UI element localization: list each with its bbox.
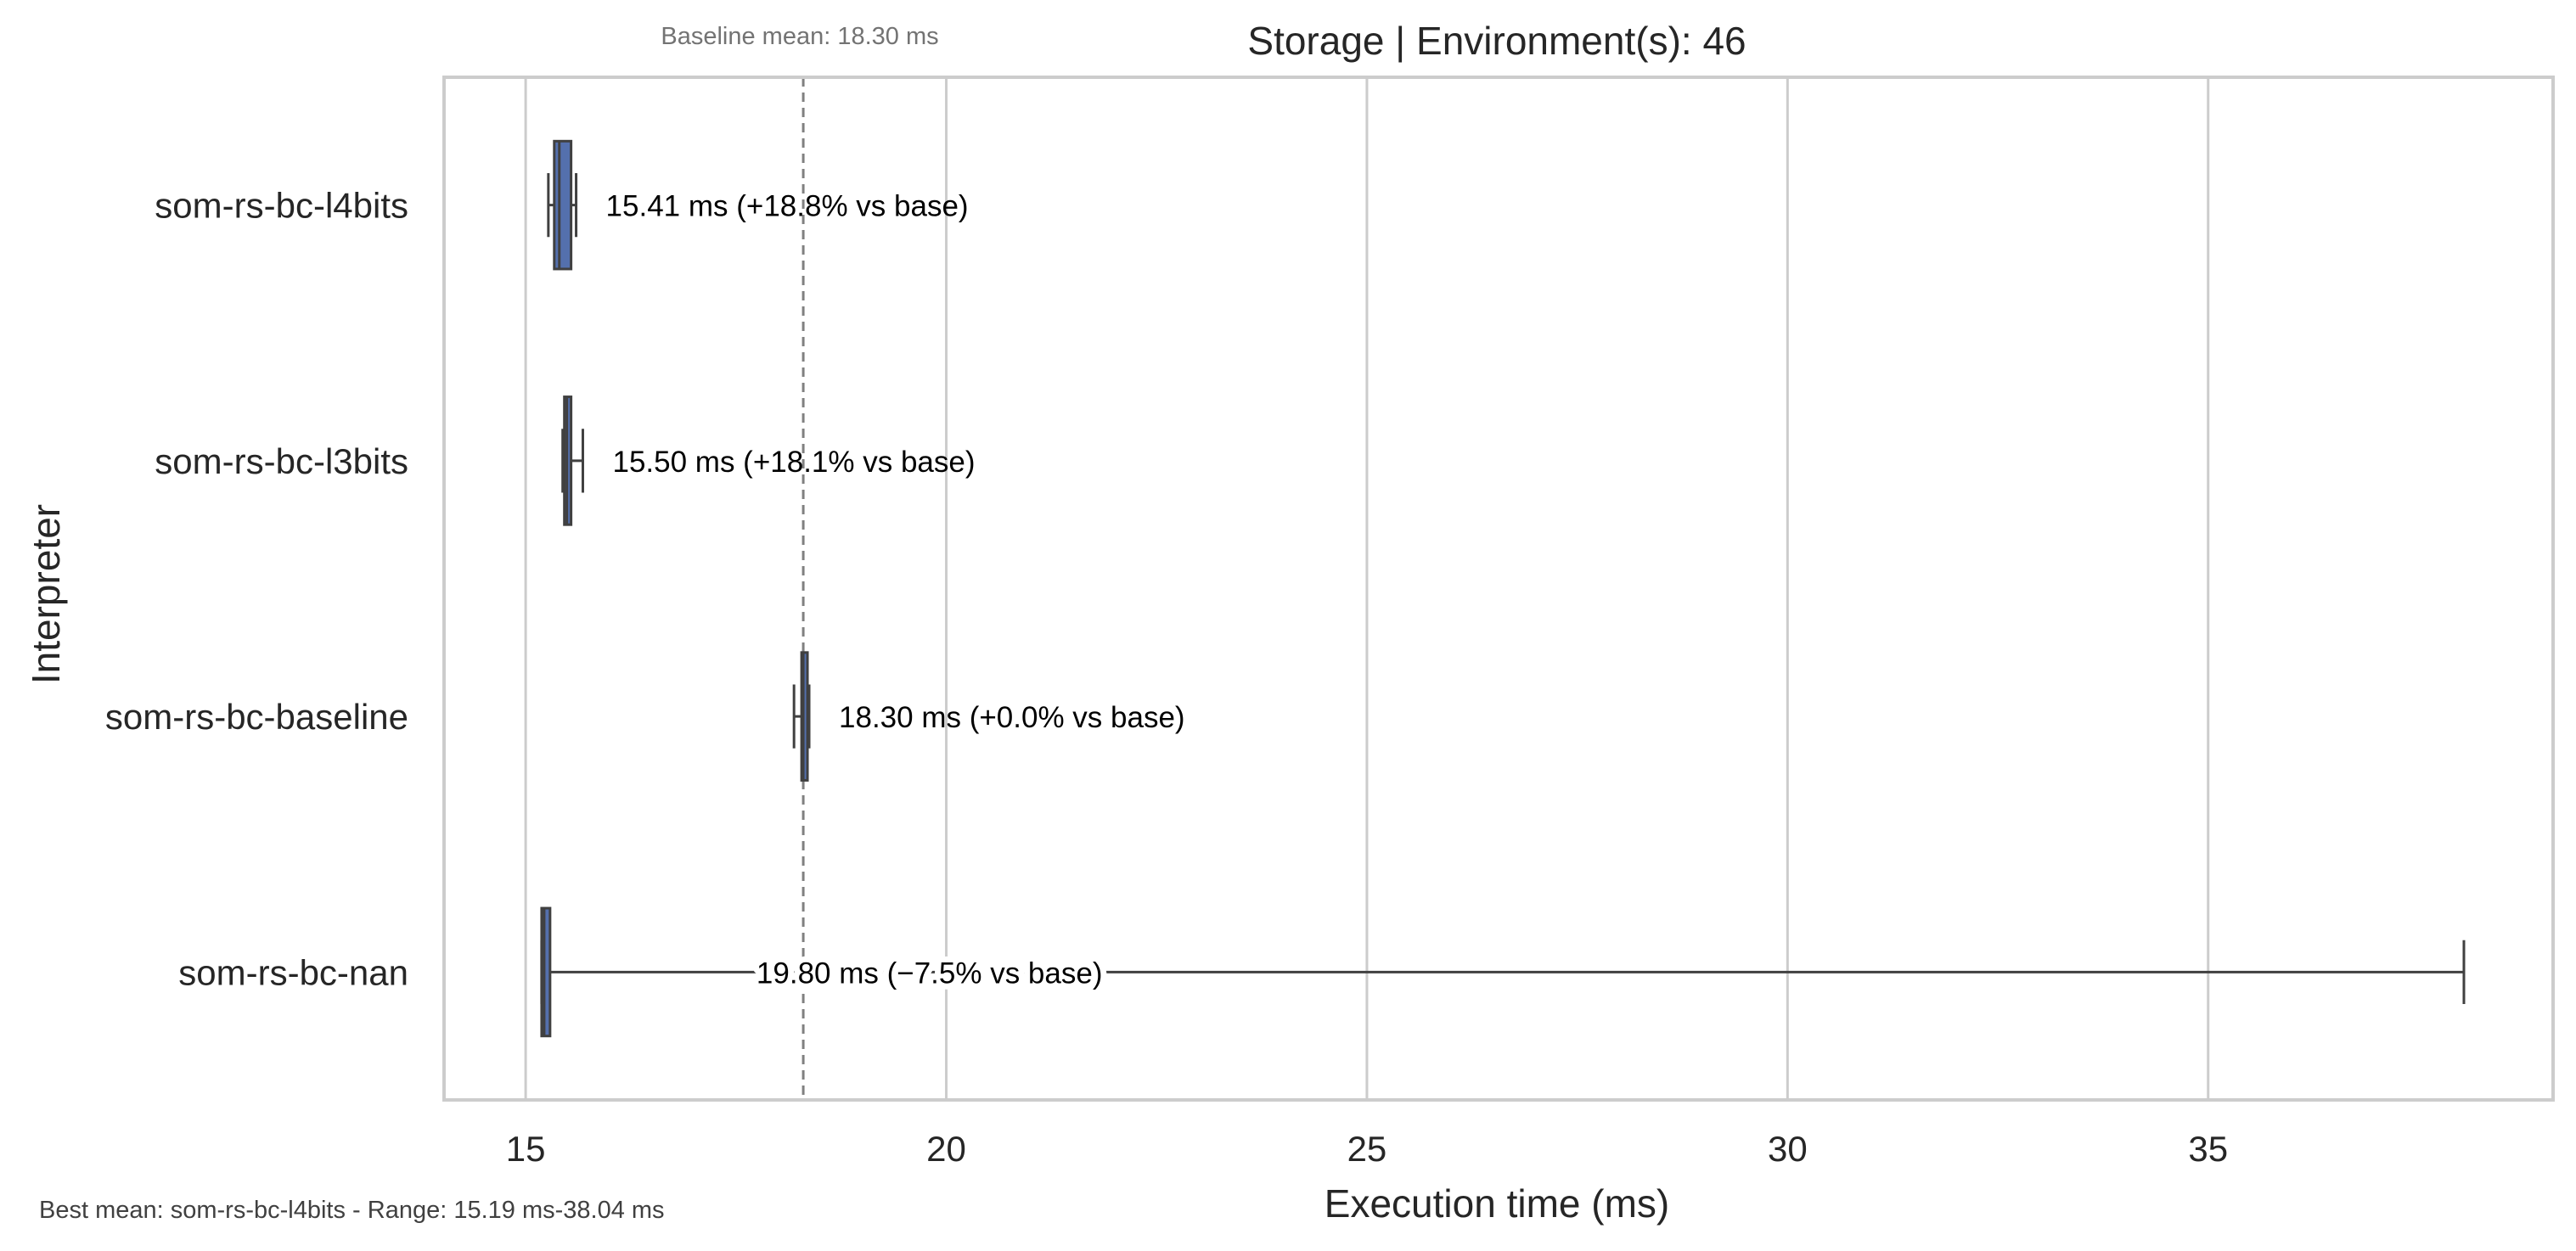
box-group: 19.80 ms (−7.5% vs base) bbox=[540, 906, 2466, 1038]
box-group: 15.50 ms (+18.1% vs base) bbox=[561, 395, 976, 526]
data-label: 18.30 ms (+0.0% vs base) bbox=[839, 701, 1185, 734]
boxes: 15.41 ms (+18.8% vs base) 15.50 ms (+18.1… bbox=[540, 139, 2466, 1038]
box-group: 15.41 ms (+18.8% vs base) bbox=[547, 139, 969, 271]
x-tick-label: 30 bbox=[1768, 1129, 1808, 1169]
footer-note: Best mean: som-rs-bc-l4bits - Range: 15.… bbox=[39, 1197, 665, 1224]
axis-labels: 15 20 25 30 35 som-rs-bc-l4bits som-rs-bc-l3bi… bbox=[105, 186, 2228, 1169]
y-tick-label: som-rs-bc-nan bbox=[178, 952, 408, 992]
x-tick-label: 20 bbox=[926, 1129, 966, 1169]
x-tick-label: 35 bbox=[2188, 1129, 2228, 1169]
chart-title: Storage | Environment(s): 46 bbox=[1247, 19, 1746, 63]
y-axis-label: Interpreter bbox=[24, 504, 68, 684]
data-label: 15.41 ms (+18.8% vs base) bbox=[606, 190, 969, 223]
data-label: 15.50 ms (+18.1% vs base) bbox=[612, 446, 975, 479]
x-tick-label: 15 bbox=[506, 1129, 546, 1169]
box bbox=[553, 139, 573, 271]
box bbox=[540, 906, 552, 1038]
baseline-label: Baseline mean: 18.30 ms bbox=[661, 23, 938, 50]
data-label: 19.80 ms (−7.5% vs base) bbox=[756, 956, 1103, 990]
y-tick-label: som-rs-bc-l4bits bbox=[155, 186, 408, 226]
plot-frame bbox=[442, 76, 2555, 1102]
y-tick-label: som-rs-bc-baseline bbox=[105, 697, 408, 737]
x-axis-label: Execution time (ms) bbox=[1325, 1181, 1669, 1226]
x-tick-label: 25 bbox=[1347, 1129, 1387, 1169]
box-group: 18.30 ms (+0.0% vs base) bbox=[792, 651, 1185, 782]
grid-lines bbox=[524, 77, 2210, 1100]
y-tick-label: som-rs-bc-l3bits bbox=[155, 441, 408, 481]
